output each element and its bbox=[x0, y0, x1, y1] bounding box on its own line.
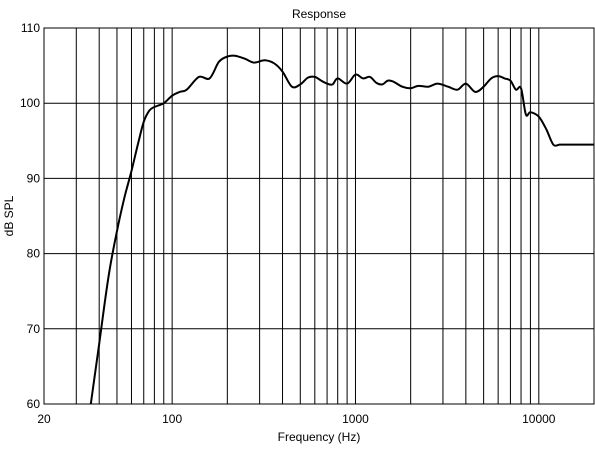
x-tick-label: 20 bbox=[37, 412, 51, 426]
response-curve bbox=[89, 54, 594, 405]
y-tick-label: 90 bbox=[27, 171, 41, 185]
y-tick-label: 80 bbox=[27, 247, 41, 261]
x-tick-label: 1000 bbox=[342, 412, 369, 426]
x-tick-label: 100 bbox=[162, 412, 182, 426]
x-axis-label: Frequency (Hz) bbox=[278, 430, 361, 444]
y-tick-labels: 60 70 80 90 100 110 bbox=[20, 21, 40, 411]
grid-lines bbox=[44, 28, 595, 404]
plot-frame bbox=[43, 27, 595, 405]
x-tick-labels: 20 100 1000 10000 bbox=[37, 412, 555, 426]
y-tick-label: 110 bbox=[21, 21, 40, 35]
y-tick-label: 60 bbox=[27, 397, 41, 411]
y-tick-label: 70 bbox=[27, 322, 41, 336]
chart-title: Response bbox=[292, 7, 346, 21]
y-tick-label: 100 bbox=[20, 96, 40, 110]
y-axis-label: dB SPL bbox=[2, 195, 16, 236]
x-tick-label: 10000 bbox=[522, 412, 556, 426]
